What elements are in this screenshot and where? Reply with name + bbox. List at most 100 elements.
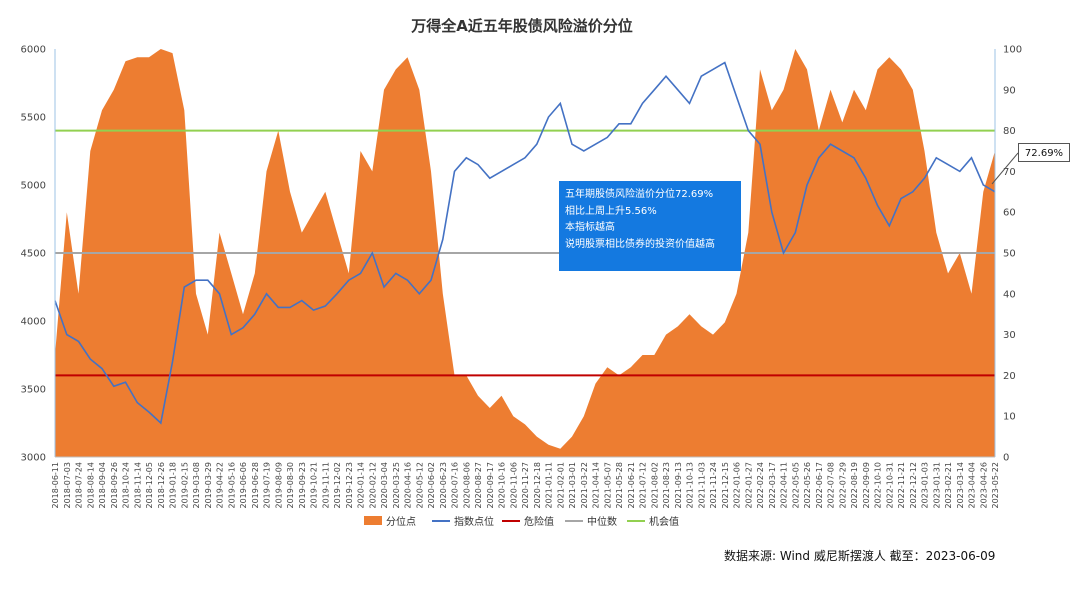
left-tick-label: 3000: [21, 453, 46, 464]
x-tick-label: 2020-12-18: [533, 462, 542, 509]
x-tick-label: 2021-08-23: [662, 462, 671, 509]
x-tick-label: 2021-05-07: [603, 462, 612, 509]
callout-leader: [991, 152, 1019, 185]
x-tick-label: 2022-07-08: [827, 462, 836, 509]
x-tick-label: 2018-10-24: [122, 462, 131, 509]
x-tick-label: 2022-05-26: [803, 462, 812, 509]
area-layer: [55, 49, 995, 457]
series-line-index: [54, 61, 996, 425]
x-tick-label: 2022-02-24: [756, 462, 765, 509]
x-tick-label: 2021-04-14: [592, 462, 601, 509]
x-tick-label: 2021-10-13: [686, 462, 695, 509]
x-tick-label: 2022-01-27: [744, 462, 753, 509]
right-tick-label: 100: [1003, 45, 1022, 56]
x-tick-label: 2020-11-06: [509, 462, 518, 509]
index-line-layer: [54, 61, 996, 425]
x-tick-label: 2019-02-15: [180, 462, 189, 509]
x-tick-label: 2022-08-19: [850, 462, 859, 509]
x-tick-label: 2021-09-13: [674, 462, 683, 509]
x-tick-label: 2023-05-22: [991, 462, 1000, 509]
x-tick-label: 2023-04-04: [968, 462, 977, 509]
legend-label: 机会值: [649, 515, 679, 528]
x-tick-label: 2020-05-12: [415, 462, 424, 509]
x-tick-label: 2018-11-14: [133, 462, 142, 509]
x-tick-label: 2019-06-06: [239, 462, 248, 509]
x-tick-label: 2019-06-28: [251, 462, 260, 509]
x-tick-label: 2023-02-21: [944, 462, 953, 509]
x-tick-label: 2020-09-17: [486, 462, 495, 509]
x-tick-label: 2023-01-31: [932, 462, 941, 509]
x-tick-label: 2020-01-14: [357, 462, 366, 509]
legend-label: 指数点位: [454, 515, 494, 528]
right-tick-label: 10: [1003, 412, 1016, 423]
chart-title: 万得全A近五年股债风险溢价分位: [410, 17, 633, 35]
x-tick-label: 2021-03-01: [568, 462, 577, 509]
legend-swatch-area: [364, 516, 382, 525]
left-tick-label: 5500: [21, 113, 46, 124]
x-tick-label: 2022-07-29: [838, 462, 847, 509]
x-tick-label: 2021-11-03: [697, 462, 706, 509]
legend: 分位点 指数点位 危险值 中位数 机会值: [364, 515, 679, 528]
annotation-line-4: 说明股票相比债券的投资价值越高: [565, 238, 715, 250]
x-tick-label: 2021-02-01: [556, 462, 565, 509]
right-tick-label: 50: [1003, 249, 1016, 260]
annotation-line-1: 五年期股债风险溢价分位72.69%: [565, 189, 714, 200]
data-source-note: 数据来源: Wind 威尼斯摆渡人 截至：2023-06-09: [724, 549, 996, 563]
x-tick-label: 2021-06-21: [627, 462, 636, 509]
legend-label: 分位点: [386, 515, 416, 528]
x-tick-label: 2021-05-28: [615, 462, 624, 509]
x-tick-label: 2021-12-15: [721, 462, 730, 509]
x-tick-label: 2020-07-16: [451, 462, 460, 509]
right-tick-label: 30: [1003, 330, 1016, 341]
left-tick-label: 4500: [21, 249, 46, 260]
x-tick-label: 2021-08-02: [650, 462, 659, 509]
x-tick-label: 2021-01-11: [545, 462, 554, 509]
annotation-box: 五年期股债风险溢价分位72.69% 相比上周上升5.56% 本指标越高 说明股票…: [559, 181, 741, 271]
x-tick-label: 2022-11-21: [897, 462, 906, 509]
right-tick-label: 80: [1003, 126, 1016, 137]
x-tick-label: 2019-12-23: [345, 462, 354, 509]
x-tick-label: 2021-11-24: [709, 462, 718, 509]
x-tick-label: 2022-10-10: [874, 462, 883, 509]
x-tick-label: 2022-01-06: [733, 462, 742, 509]
x-tick-label: 2019-08-30: [286, 462, 295, 509]
x-tick-label: 2022-09-09: [862, 462, 871, 509]
x-tick-label: 2019-05-16: [227, 462, 236, 509]
x-tick-label: 2020-08-27: [474, 462, 483, 509]
x-tick-label: 2022-10-31: [885, 462, 894, 509]
x-tick-label: 2023-04-26: [979, 462, 988, 509]
x-tick-label: 2020-03-25: [392, 462, 401, 509]
x-tick-label: 2018-07-03: [63, 462, 72, 509]
x-tick-label: 2023-03-14: [956, 462, 965, 509]
series-area-percentile: [55, 49, 995, 457]
right-tick-label: 20: [1003, 371, 1016, 382]
latest-value-callout: 72.69%: [1018, 143, 1070, 162]
x-tick-label: 2021-03-22: [580, 462, 589, 509]
x-tick-label: 2020-03-04: [380, 462, 389, 509]
x-tick-label: 2019-03-29: [204, 462, 213, 509]
x-tick-label: 2020-06-02: [427, 462, 436, 509]
reference-lines: [55, 129, 995, 377]
left-tick-label: 6000: [21, 45, 46, 56]
right-tick-label: 90: [1003, 85, 1016, 96]
x-tick-label: 2020-06-23: [439, 462, 448, 509]
x-tick-label: 2019-03-08: [192, 462, 201, 509]
x-tick-label: 2022-03-17: [768, 462, 777, 509]
left-tick-label: 4000: [21, 317, 46, 328]
legend-label: 危险值: [524, 515, 554, 528]
x-tick-label: 2020-11-27: [521, 462, 530, 509]
right-tick-label: 40: [1003, 289, 1016, 300]
x-tick-label: 2018-12-26: [157, 462, 166, 509]
x-tick-label: 2022-05-05: [791, 462, 800, 509]
axes: 3000 3500 4000 4500 5000 5500 6000 0 10 20 30 40 50 6…: [21, 45, 1023, 509]
x-tick-label: 2019-08-09: [274, 462, 283, 509]
x-tick-label: 2022-06-17: [815, 462, 824, 509]
x-tick-label: 2019-01-18: [169, 462, 178, 509]
x-tick-label: 2020-08-06: [462, 462, 471, 509]
right-tick-label: 70: [1003, 167, 1016, 178]
annotation-line-3: 本指标越高: [565, 222, 615, 233]
annotation-line-2: 相比上周上升5.56%: [565, 205, 657, 217]
legend-label: 中位数: [587, 515, 617, 528]
x-tick-label: 2020-04-16: [404, 462, 413, 509]
